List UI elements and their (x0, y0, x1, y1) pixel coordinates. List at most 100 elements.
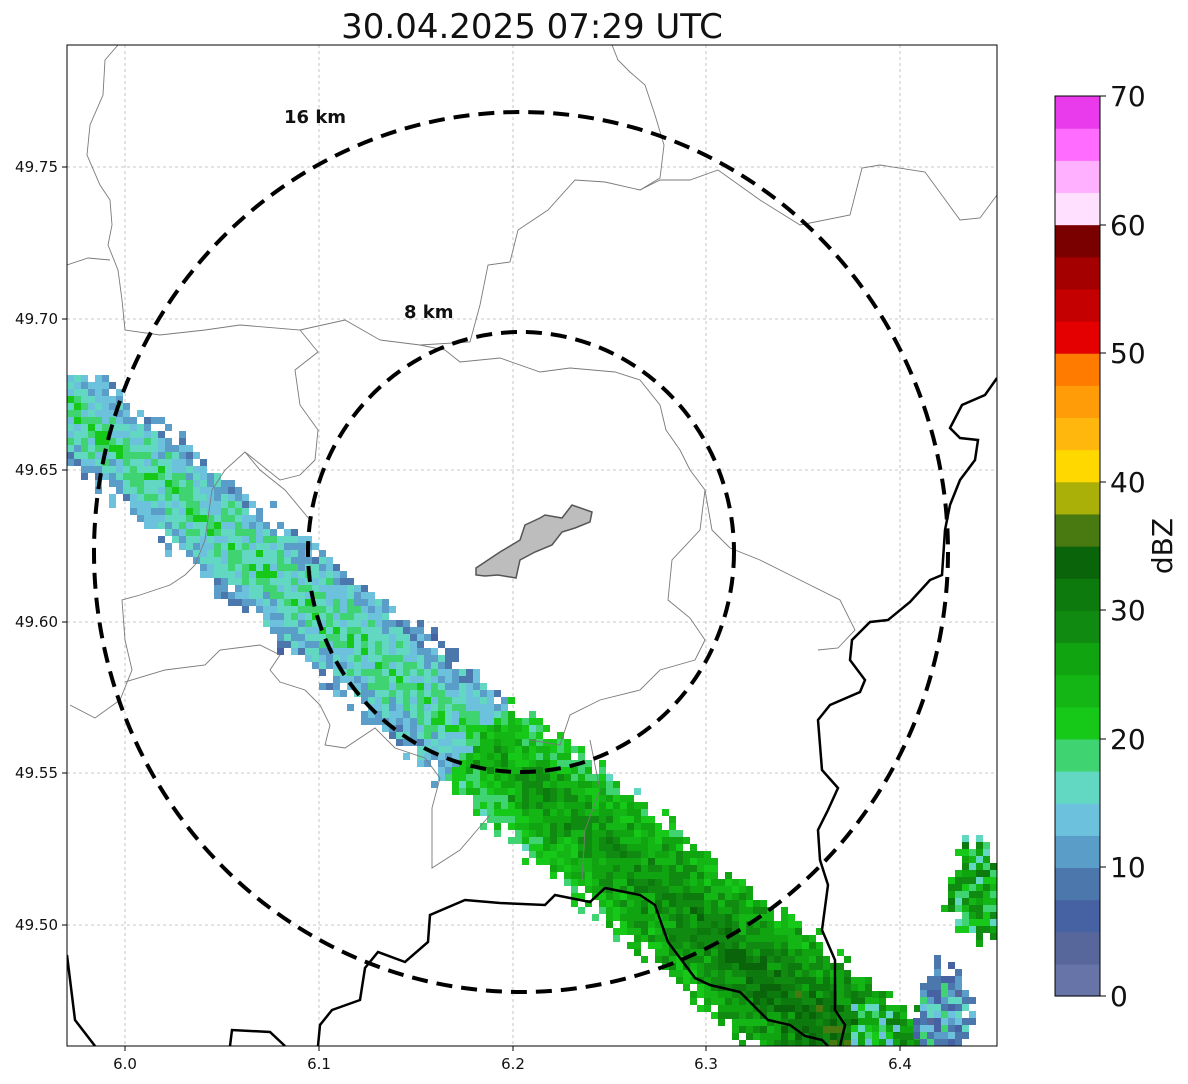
radar-pixel (186, 529, 193, 536)
radar-pixel (291, 536, 298, 543)
radar-pixel (969, 891, 976, 898)
radar-pixel (501, 795, 508, 802)
radar-pixel (578, 774, 585, 781)
radar-pixel (151, 431, 158, 438)
radar-pixel (382, 711, 389, 718)
radar-pixel (781, 991, 788, 998)
radar-pixel (809, 949, 816, 956)
radar-pixel (417, 711, 424, 718)
radar-pixel (193, 501, 200, 508)
radar-pixel (144, 431, 151, 438)
radar-pixel (934, 1025, 941, 1032)
radar-pixel (837, 949, 844, 956)
radar-pixel (368, 690, 375, 697)
radar-pixel (452, 753, 459, 760)
radar-pixel (368, 655, 375, 662)
radar-pixel (396, 627, 403, 634)
radar-pixel (109, 382, 116, 389)
radar-pixel (795, 1005, 802, 1012)
radar-pixel (179, 494, 186, 501)
radar-pixel (927, 1025, 934, 1032)
radar-pixel (739, 949, 746, 956)
radar-pixel (697, 851, 704, 858)
radar-pixel (976, 870, 983, 877)
radar-pixel (732, 1019, 739, 1026)
radar-pixel (235, 508, 242, 515)
radar-pixel (872, 1032, 879, 1039)
radar-pixel (270, 564, 277, 571)
radar-pixel (620, 795, 627, 802)
radar-pixel (487, 732, 494, 739)
radar-pixel (550, 830, 557, 837)
radar-pixel (550, 865, 557, 872)
radar-pixel (249, 501, 256, 508)
radar-pixel (249, 557, 256, 564)
radar-pixel (179, 515, 186, 522)
radar-pixel (557, 823, 564, 830)
radar-pixel (417, 669, 424, 676)
radar-pixel (291, 585, 298, 592)
radar-pixel (263, 550, 270, 557)
radar-pixel (585, 900, 592, 907)
radar-pixel (725, 977, 732, 984)
radar-pixel (536, 809, 543, 816)
radar-pixel (851, 1032, 858, 1039)
radar-pixel (802, 942, 809, 949)
radar-pixel (368, 641, 375, 648)
radar-pixel (976, 884, 983, 891)
radar-pixel (872, 1039, 879, 1046)
radar-pixel (879, 1039, 886, 1046)
radar-pixel (774, 970, 781, 977)
x-tick-label: 6.1 (307, 1055, 331, 1073)
radar-pixel (718, 956, 725, 963)
radar-pixel (186, 515, 193, 522)
radar-pixel (809, 1019, 816, 1026)
radar-pixel (571, 872, 578, 879)
radar-pixel (67, 431, 74, 438)
radar-pixel (74, 410, 81, 417)
radar-pixel (95, 445, 102, 452)
radar-pixel (382, 676, 389, 683)
radar-pixel (256, 508, 263, 515)
radar-pixel (934, 1039, 941, 1046)
radar-pixel (941, 1004, 948, 1011)
radar-pixel (948, 1039, 955, 1046)
radar-pixel (543, 816, 550, 823)
radar-pixel (158, 501, 165, 508)
radar-pixel (613, 795, 620, 802)
radar-pixel (67, 389, 74, 396)
radar-pixel (501, 739, 508, 746)
radar-pixel (802, 984, 809, 991)
radar-pixel (81, 473, 88, 480)
radar-pixel (627, 830, 634, 837)
radar-pixel (676, 956, 683, 963)
radar-pixel (613, 879, 620, 886)
radar-pixel (739, 956, 746, 963)
radar-pixel (172, 487, 179, 494)
radar-pixel (151, 438, 158, 445)
radar-pixel (830, 1012, 837, 1019)
radar-pixel (676, 928, 683, 935)
radar-pixel (976, 905, 983, 912)
radar-pixel (263, 522, 270, 529)
radar-pixel (627, 865, 634, 872)
radar-pixel (578, 844, 585, 851)
radar-pixel (893, 1039, 900, 1046)
radar-pixel (669, 893, 676, 900)
radar-pixel (438, 739, 445, 746)
radar-pixel (368, 648, 375, 655)
radar-pixel (67, 410, 74, 417)
radar-pixel (389, 676, 396, 683)
radar-pixel (920, 997, 927, 1004)
radar-pixel (312, 585, 319, 592)
radar-pixel (305, 536, 312, 543)
radar-pixel (340, 634, 347, 641)
radar-pixel (361, 690, 368, 697)
radar-pixel (683, 928, 690, 935)
colorbar-swatch (1055, 224, 1100, 258)
radar-pixel (417, 690, 424, 697)
radar-pixel (445, 753, 452, 760)
radar-pixel (858, 991, 865, 998)
radar-pixel (592, 788, 599, 795)
radar-pixel (732, 963, 739, 970)
